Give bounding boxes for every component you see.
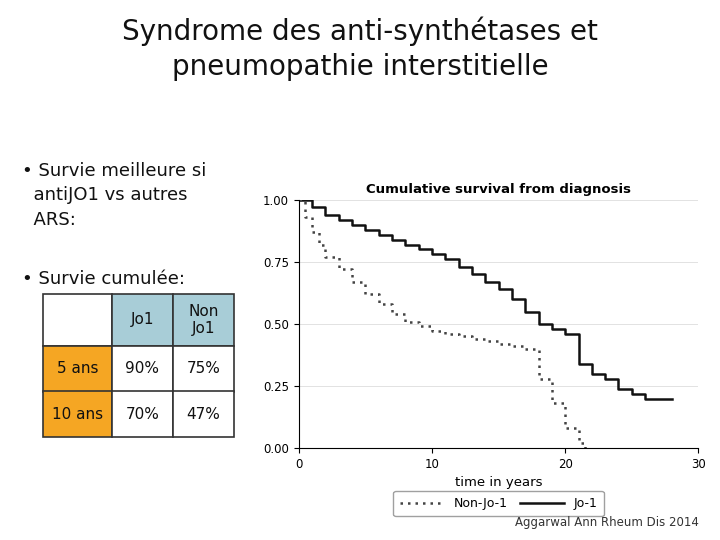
Text: • Survie meilleure si
  antiJO1 vs autres
  ARS:: • Survie meilleure si antiJO1 vs autres …: [22, 162, 206, 228]
Text: 70%: 70%: [125, 407, 159, 422]
Legend: Non-Jo-1, Jo-1: Non-Jo-1, Jo-1: [393, 491, 604, 516]
Text: Aggarwal Ann Rheum Dis 2014: Aggarwal Ann Rheum Dis 2014: [515, 516, 698, 529]
Title: Cumulative survival from diagnosis: Cumulative survival from diagnosis: [366, 183, 631, 196]
X-axis label: time in years: time in years: [455, 476, 542, 489]
Text: 47%: 47%: [186, 407, 220, 422]
Text: Non
Jo1: Non Jo1: [188, 304, 219, 336]
Text: • Survie cumulée:: • Survie cumulée:: [22, 270, 184, 288]
Text: 10 ans: 10 ans: [52, 407, 103, 422]
Text: 5 ans: 5 ans: [57, 361, 98, 376]
Text: 75%: 75%: [186, 361, 220, 376]
Text: Jo1: Jo1: [130, 313, 154, 327]
Text: 90%: 90%: [125, 361, 159, 376]
Text: Syndrome des anti-synthétases et
pneumopathie interstitielle: Syndrome des anti-synthétases et pneumop…: [122, 16, 598, 82]
